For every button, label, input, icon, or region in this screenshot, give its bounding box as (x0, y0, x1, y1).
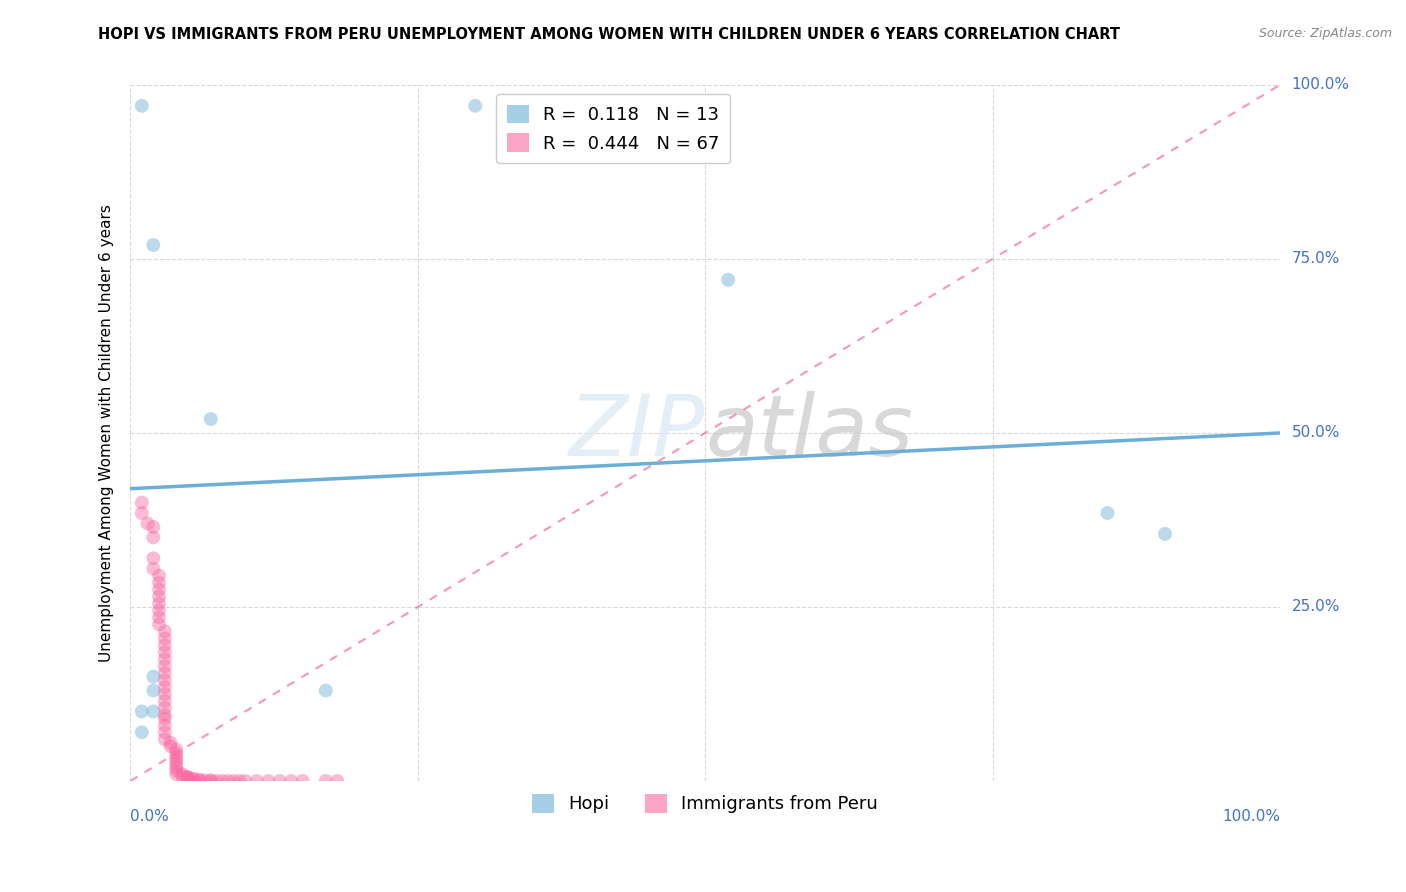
Point (153, 666, 176, 681)
Text: HOPI VS IMMIGRANTS FROM PERU UNEMPLOYMENT AMONG WOMEN WITH CHILDREN UNDER 6 YEAR: HOPI VS IMMIGRANTS FROM PERU UNEMPLOYMEN… (98, 27, 1121, 42)
Point (269, 774, 291, 789)
Point (153, 718, 176, 732)
Point (131, 506, 153, 520)
Text: 0.0%: 0.0% (131, 809, 169, 824)
Point (170, 768, 193, 782)
Text: 25.0%: 25.0% (1292, 599, 1340, 615)
Point (170, 767, 193, 781)
Point (153, 687, 176, 701)
Point (136, 516, 159, 531)
Point (165, 749, 187, 764)
Point (183, 772, 205, 786)
Point (153, 659, 176, 673)
Point (717, 273, 740, 287)
Point (188, 773, 211, 788)
Point (153, 624, 176, 639)
Legend: Hopi, Immigrants from Peru: Hopi, Immigrants from Peru (524, 787, 886, 821)
Point (177, 771, 200, 785)
Point (142, 705, 165, 719)
Point (165, 767, 187, 781)
Text: Source: ZipAtlas.com: Source: ZipAtlas.com (1258, 27, 1392, 40)
Point (205, 774, 228, 789)
Point (315, 774, 337, 789)
Point (159, 736, 181, 750)
Point (464, 99, 486, 113)
Point (291, 774, 314, 789)
Point (165, 746, 187, 760)
Point (188, 772, 211, 787)
Point (315, 683, 337, 698)
Point (165, 764, 187, 778)
Y-axis label: Unemployment Among Women with Children Under 6 years: Unemployment Among Women with Children U… (100, 204, 114, 662)
Point (142, 238, 165, 252)
Point (153, 711, 176, 725)
Point (222, 774, 245, 789)
Point (217, 774, 239, 789)
Point (148, 603, 170, 617)
Point (153, 701, 176, 715)
Point (194, 773, 217, 788)
Point (148, 582, 170, 597)
Point (153, 638, 176, 652)
Point (159, 739, 181, 754)
Point (142, 562, 165, 576)
Point (153, 732, 176, 747)
Point (131, 495, 153, 509)
Point (200, 774, 222, 789)
Point (177, 771, 200, 785)
Point (228, 774, 250, 789)
Point (1097, 506, 1119, 520)
Point (183, 772, 205, 787)
Point (148, 617, 170, 632)
Point (153, 694, 176, 708)
Point (153, 680, 176, 694)
Point (165, 742, 187, 756)
Point (200, 412, 222, 426)
Point (142, 520, 165, 534)
Text: 50.0%: 50.0% (1292, 425, 1340, 441)
Point (148, 568, 170, 582)
Point (211, 774, 233, 789)
Text: ZIP: ZIP (569, 392, 706, 475)
Point (200, 773, 222, 788)
Point (280, 774, 302, 789)
Text: atlas: atlas (706, 392, 912, 475)
Point (142, 670, 165, 684)
Point (153, 645, 176, 659)
Text: 75.0%: 75.0% (1292, 252, 1340, 267)
Point (142, 683, 165, 698)
Point (1154, 527, 1177, 541)
Text: 100.0%: 100.0% (1292, 78, 1350, 93)
Point (165, 760, 187, 774)
Point (148, 610, 170, 624)
Point (165, 753, 187, 767)
Point (148, 590, 170, 604)
Point (148, 597, 170, 611)
Point (131, 725, 153, 739)
Point (153, 673, 176, 687)
Point (153, 632, 176, 646)
Point (142, 551, 165, 566)
Point (326, 774, 349, 789)
Point (246, 774, 269, 789)
Point (257, 774, 280, 789)
Point (148, 575, 170, 590)
Point (233, 774, 256, 789)
Point (142, 530, 165, 544)
Point (177, 770, 200, 784)
Point (153, 652, 176, 666)
Text: 100.0%: 100.0% (1222, 809, 1279, 824)
Point (131, 99, 153, 113)
Point (165, 756, 187, 771)
Point (153, 707, 176, 722)
Point (131, 705, 153, 719)
Point (153, 725, 176, 739)
